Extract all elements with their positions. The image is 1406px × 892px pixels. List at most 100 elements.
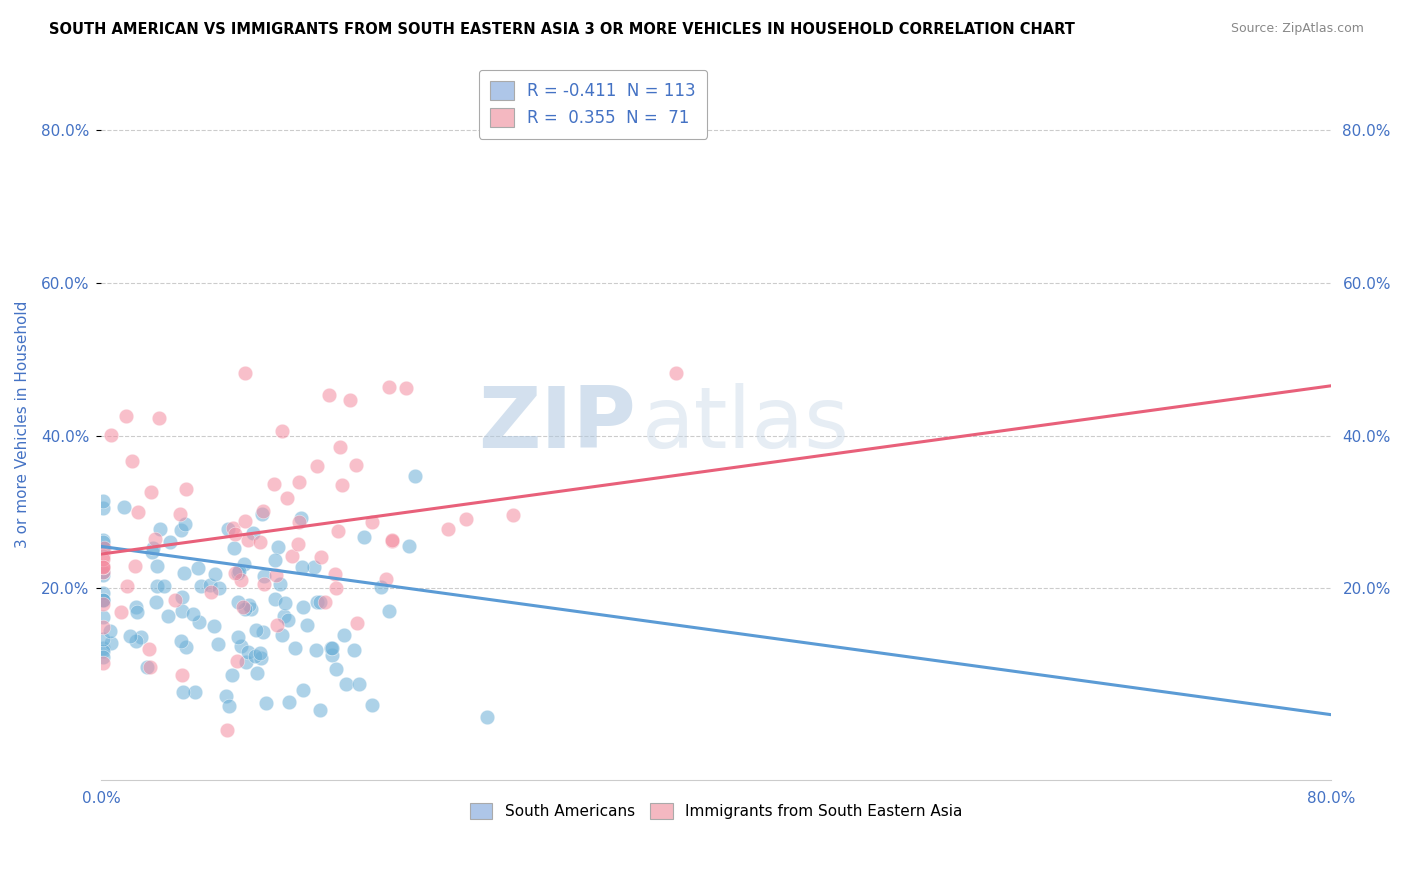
Point — [121, 453, 143, 467]
Point — [318, 388, 340, 402]
Point — [207, 637, 229, 651]
Point — [146, 558, 169, 573]
Point — [217, 523, 239, 537]
Point — [263, 477, 285, 491]
Point — [233, 514, 256, 528]
Point — [381, 533, 404, 548]
Point — [288, 475, 311, 489]
Point — [321, 648, 343, 663]
Point — [228, 564, 250, 578]
Point — [339, 392, 361, 407]
Point — [437, 522, 460, 536]
Point — [325, 662, 347, 676]
Point — [91, 632, 114, 646]
Point — [329, 440, 352, 454]
Point — [284, 640, 307, 655]
Legend: South Americans, Immigrants from South Eastern Asia: South Americans, Immigrants from South E… — [464, 797, 969, 825]
Point — [321, 641, 343, 656]
Point — [377, 604, 399, 618]
Point — [173, 566, 195, 581]
Point — [198, 578, 221, 592]
Point — [277, 613, 299, 627]
Point — [454, 512, 477, 526]
Point — [174, 482, 197, 496]
Point — [91, 656, 114, 670]
Point — [242, 526, 264, 541]
Point — [309, 549, 332, 564]
Point — [142, 541, 165, 555]
Point — [91, 565, 114, 579]
Point — [236, 533, 259, 548]
Point — [91, 593, 114, 607]
Point — [361, 515, 384, 529]
Point — [91, 568, 114, 582]
Point — [307, 595, 329, 609]
Point — [236, 645, 259, 659]
Point — [143, 532, 166, 546]
Point — [246, 665, 269, 680]
Point — [249, 646, 271, 660]
Point — [170, 633, 193, 648]
Point — [325, 581, 347, 595]
Point — [112, 500, 135, 514]
Point — [249, 651, 271, 665]
Point — [276, 491, 298, 505]
Point — [273, 609, 295, 624]
Point — [169, 507, 191, 521]
Point — [226, 630, 249, 644]
Point — [91, 592, 114, 607]
Point — [125, 634, 148, 648]
Point — [288, 515, 311, 529]
Point — [91, 643, 114, 657]
Point — [233, 557, 256, 571]
Point — [173, 517, 195, 532]
Point — [233, 602, 256, 616]
Point — [233, 366, 256, 380]
Point — [91, 620, 114, 634]
Text: SOUTH AMERICAN VS IMMIGRANTS FROM SOUTH EASTERN ASIA 3 OR MORE VEHICLES IN HOUSE: SOUTH AMERICAN VS IMMIGRANTS FROM SOUTH … — [49, 22, 1076, 37]
Point — [91, 552, 114, 566]
Point — [217, 723, 239, 738]
Point — [253, 577, 276, 591]
Point — [152, 579, 174, 593]
Point — [141, 545, 163, 559]
Point — [269, 576, 291, 591]
Point — [271, 628, 294, 642]
Point — [291, 599, 314, 614]
Point — [231, 639, 253, 653]
Point — [252, 624, 274, 639]
Point — [245, 623, 267, 637]
Point — [347, 676, 370, 690]
Point — [263, 553, 285, 567]
Point — [91, 533, 114, 547]
Y-axis label: 3 or more Vehicles in Household: 3 or more Vehicles in Household — [15, 301, 30, 548]
Point — [110, 605, 132, 619]
Point — [115, 579, 138, 593]
Point — [254, 696, 277, 710]
Point — [266, 618, 288, 632]
Point — [314, 594, 336, 608]
Point — [187, 560, 209, 574]
Point — [250, 507, 273, 521]
Point — [91, 535, 114, 549]
Point — [404, 469, 426, 483]
Point — [91, 640, 114, 655]
Point — [215, 689, 238, 703]
Point — [91, 592, 114, 607]
Point — [664, 366, 686, 380]
Point — [172, 668, 194, 682]
Point — [138, 660, 160, 674]
Point — [229, 574, 252, 588]
Point — [170, 523, 193, 537]
Point — [91, 597, 114, 611]
Point — [271, 424, 294, 438]
Point — [222, 541, 245, 555]
Point — [91, 559, 114, 574]
Point — [343, 642, 366, 657]
Point — [91, 650, 114, 665]
Point — [148, 410, 170, 425]
Point — [91, 541, 114, 555]
Point — [91, 559, 114, 574]
Point — [172, 684, 194, 698]
Point — [309, 594, 332, 608]
